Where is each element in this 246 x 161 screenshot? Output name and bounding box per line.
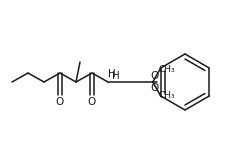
Text: CH₃: CH₃ <box>158 90 175 99</box>
Text: H: H <box>108 69 116 79</box>
Text: CH₃: CH₃ <box>158 65 175 74</box>
Text: O: O <box>56 97 64 107</box>
Text: O: O <box>151 71 159 81</box>
Text: H: H <box>112 71 120 81</box>
Text: O: O <box>88 97 96 107</box>
Text: O: O <box>151 83 159 93</box>
